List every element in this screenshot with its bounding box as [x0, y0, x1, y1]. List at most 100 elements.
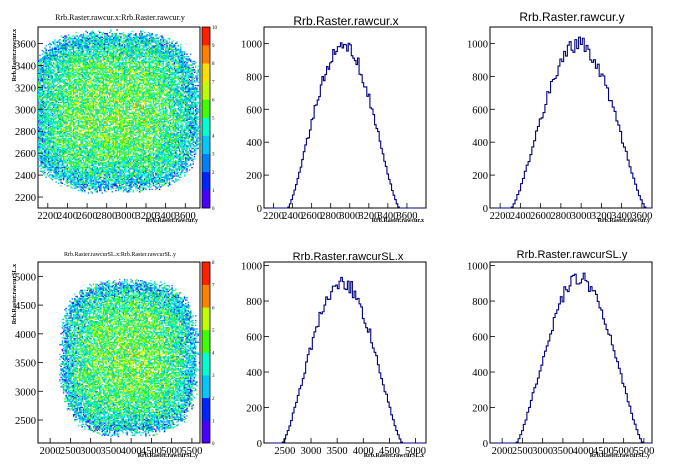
- heatmap-cell: [50, 154, 52, 157]
- heatmap-cell: [54, 135, 56, 137]
- heatmap-cell: [51, 76, 54, 78]
- heatmap-cell: [60, 128, 62, 130]
- heatmap-cell: [80, 54, 82, 57]
- heatmap-cell: [92, 52, 95, 54]
- heatmap-cell: [82, 52, 85, 54]
- heatmap-cell: [69, 37, 71, 40]
- heatmap-cell: [72, 76, 75, 78]
- heatmap-cell: [44, 77, 46, 80]
- heatmap-cell: [97, 168, 100, 170]
- heatmap-cell: [90, 96, 92, 99]
- heatmap-cell: [100, 42, 102, 45]
- heatmap-cell: [60, 42, 62, 45]
- heatmap-cell: [64, 141, 66, 143]
- heatmap-cell: [79, 52, 81, 54]
- heatmap-cell: [99, 47, 101, 49]
- heatmap-cell: [47, 154, 50, 157]
- heatmap-cell: [102, 171, 105, 174]
- heatmap-cell: [70, 45, 72, 47]
- heatmap-cell: [52, 106, 55, 108]
- heatmap-cell: [60, 168, 62, 170]
- heatmap-cell: [74, 41, 76, 43]
- heatmap-cell: [97, 128, 100, 130]
- heatmap-cell: [91, 130, 93, 133]
- heatmap-cell: [87, 192, 90, 194]
- heatmap-cell: [95, 35, 97, 37]
- heatmap-cell: [67, 177, 70, 180]
- heatmap-cell: [95, 186, 97, 188]
- heatmap-cell: [100, 157, 102, 159]
- heatmap-cell: [92, 39, 95, 41]
- heatmap-cell: [50, 52, 52, 54]
- heatmap-cell: [82, 35, 85, 37]
- heatmap-cell: [74, 159, 76, 162]
- heatmap-cell: [60, 135, 62, 137]
- heatmap-cell: [92, 51, 95, 53]
- heatmap-cell: [74, 170, 76, 172]
- heatmap-cell: [99, 76, 101, 78]
- heatmap-cell: [71, 152, 74, 154]
- heatmap-cell: [39, 54, 41, 57]
- heatmap-cell: [54, 74, 56, 76]
- heatmap-cell: [60, 146, 62, 148]
- heatmap-cell: [96, 186, 98, 188]
- heatmap-cell: [44, 113, 46, 116]
- heatmap-cell: [79, 187, 81, 189]
- heatmap-cell: [85, 43, 87, 46]
- heatmap-cell: [47, 63, 50, 65]
- heatmap-cell: [62, 63, 65, 65]
- heatmap-cell: [62, 175, 65, 177]
- heatmap-cell: [77, 75, 80, 77]
- heatmap-cell: [77, 63, 80, 65]
- heatmap-cell: [66, 49, 69, 52]
- heatmap-cell: [56, 168, 59, 170]
- heatmap-cell: [54, 166, 56, 169]
- heatmap-cell: [65, 76, 67, 78]
- heatmap-cell: [94, 60, 96, 63]
- heatmap-cell: [54, 53, 56, 55]
- heatmap-cell: [50, 90, 52, 93]
- heatmap-cell: [82, 171, 85, 174]
- heatmap-cell: [67, 130, 70, 133]
- heatmap-cell: [79, 83, 81, 86]
- heatmap-cell: [100, 45, 102, 47]
- heatmap-cell: [84, 165, 86, 168]
- heatmap-cell: [89, 177, 91, 180]
- heatmap-cell: [62, 169, 65, 171]
- heatmap-cell: [67, 77, 70, 80]
- heatmap-cell: [80, 78, 82, 81]
- heatmap-cell: [84, 71, 86, 74]
- heatmap-cell: [90, 58, 92, 60]
- heatmap-cell: [81, 93, 84, 95]
- heatmap-cell: [94, 81, 96, 83]
- heatmap-cell: [66, 121, 69, 123]
- heatmap-cell: [50, 77, 52, 80]
- heatmap-cell: [79, 55, 81, 58]
- heatmap-cell: [100, 100, 102, 102]
- heatmap-cell: [96, 78, 98, 81]
- heatmap-cell: [67, 154, 70, 157]
- heatmap-cell: [38, 92, 40, 94]
- heatmap-cell: [65, 125, 67, 128]
- heatmap-cell: [70, 76, 72, 78]
- heatmap-cell: [95, 80, 97, 82]
- heatmap-cell: [81, 115, 84, 117]
- heatmap-cell: [81, 158, 84, 160]
- heatmap-cell: [74, 171, 76, 174]
- heatmap-cell: [89, 157, 91, 159]
- heatmap-cell: [82, 117, 85, 119]
- heatmap-cell: [62, 147, 65, 150]
- heatmap-cell: [71, 76, 74, 78]
- heatmap-cell: [41, 156, 44, 158]
- heatmap-cell: [100, 103, 102, 105]
- heatmap-cell: [46, 154, 49, 157]
- heatmap-cell: [84, 92, 86, 94]
- heatmap-cell: [70, 48, 72, 51]
- heatmap-cell: [38, 150, 40, 152]
- heatmap-cell: [46, 140, 49, 142]
- heatmap-cell: [99, 77, 101, 80]
- heatmap-cell: [81, 57, 84, 59]
- heatmap-cell: [74, 142, 76, 145]
- heatmap-cell: [97, 135, 100, 137]
- heatmap-cell: [66, 164, 69, 166]
